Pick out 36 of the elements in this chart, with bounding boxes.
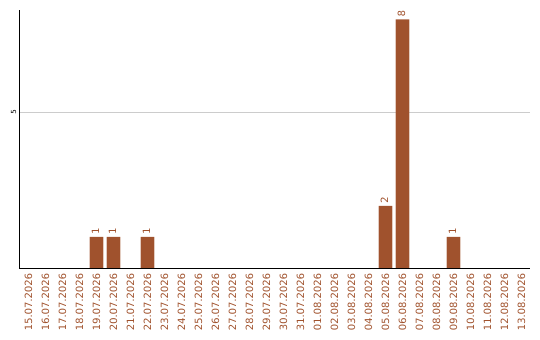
- x-tick-label: 27.07.2026: [228, 273, 239, 330]
- x-tick-label: 16.07.2026: [40, 273, 52, 330]
- data-label: 1: [91, 228, 102, 234]
- x-tick-label: 03.08.2026: [346, 273, 358, 330]
- x-tick-label: 30.07.2026: [278, 273, 290, 330]
- x-tick-label: 11.08.2026: [482, 273, 494, 330]
- data-label: 1: [448, 228, 459, 234]
- x-tick-label: 12.08.2026: [500, 273, 511, 330]
- data-label: 1: [142, 228, 153, 234]
- x-tick-label: 20.07.2026: [108, 273, 120, 330]
- data-label: 1: [108, 228, 119, 234]
- x-tick-label: 18.07.2026: [74, 273, 86, 330]
- x-tick-label: 24.07.2026: [176, 273, 188, 330]
- x-tick-label: 31.07.2026: [296, 273, 307, 330]
- x-tick-label: 09.08.2026: [448, 273, 460, 330]
- x-tick-label: 10.08.2026: [466, 273, 477, 330]
- x-tick-label: 26.07.2026: [210, 273, 222, 330]
- x-tick-label: 05.08.2026: [380, 273, 392, 330]
- x-tick-label: 13.08.2026: [516, 273, 528, 330]
- x-tick-label: 08.08.2026: [432, 273, 443, 330]
- x-tick-label: 28.07.2026: [244, 273, 256, 330]
- x-tick-label: 15.07.2026: [24, 273, 35, 330]
- x-tick-label: 23.07.2026: [160, 273, 171, 330]
- data-label: 8: [397, 10, 408, 16]
- x-tick-label: 02.08.2026: [330, 273, 341, 330]
- x-tick-label: 21.07.2026: [126, 273, 137, 330]
- x-tick-label: 22.07.2026: [142, 273, 154, 330]
- x-tick-label: 01.08.2026: [312, 273, 324, 330]
- x-tick-label: 19.07.2026: [92, 273, 103, 330]
- x-tick-label: 17.07.2026: [58, 273, 69, 330]
- x-tick-label: 04.08.2026: [364, 273, 375, 330]
- x-tick-label: 25.07.2026: [194, 273, 205, 330]
- data-label: 2: [380, 196, 391, 203]
- x-tick-label: 29.07.2026: [262, 273, 273, 330]
- x-tick-label: 07.08.2026: [414, 273, 426, 330]
- x-tick-label: 06.08.2026: [398, 273, 409, 330]
